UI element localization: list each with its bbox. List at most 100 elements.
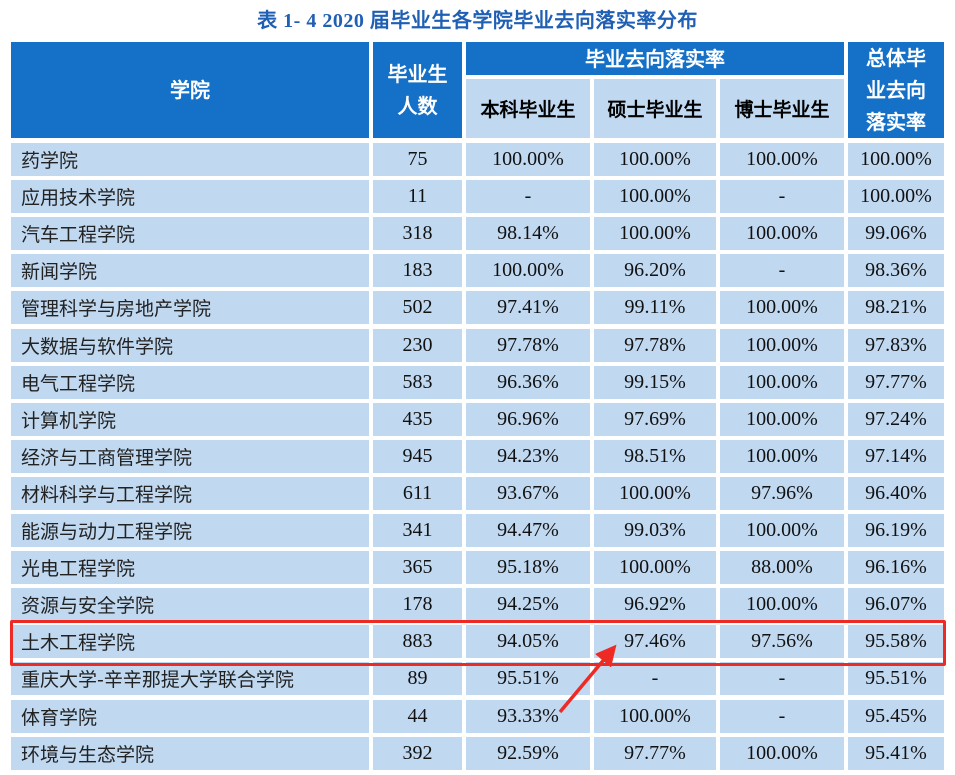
header-overall-line2: 业去向 — [866, 78, 926, 102]
bachelor-rate-cell: 93.67% — [466, 477, 590, 510]
overall-rate-cell: 97.83% — [848, 329, 944, 362]
college-name-cell: 资源与安全学院 — [11, 588, 369, 621]
bachelor-rate: 95.18% — [497, 556, 559, 578]
master-rate: 100.00% — [619, 185, 691, 207]
college-name: 体育学院 — [21, 707, 98, 729]
master-rate-cell: 100.00% — [594, 477, 716, 510]
overall-rate: 97.24% — [865, 408, 927, 430]
bachelor-rate-cell: 94.25% — [466, 588, 590, 621]
header-bachelor: 本科毕业生 — [466, 79, 590, 138]
master-rate-cell: 96.20% — [594, 254, 716, 287]
college-name-cell: 土木工程学院 — [11, 625, 369, 658]
master-rate: 99.11% — [624, 296, 686, 318]
bachelor-rate-cell: 96.36% — [466, 366, 590, 399]
doctor-rate-cell: - — [720, 254, 844, 287]
doctor-rate: 100.00% — [746, 519, 818, 541]
overall-rate-cell: 99.06% — [848, 217, 944, 250]
overall-rate: 96.07% — [865, 593, 927, 615]
bachelor-rate: 96.36% — [497, 371, 559, 393]
master-rate: 98.51% — [624, 445, 686, 467]
graduate-count: 75 — [407, 148, 428, 170]
graduate-count-cell: 230 — [373, 329, 462, 362]
overall-rate: 100.00% — [860, 185, 932, 207]
bachelor-rate: 93.67% — [497, 482, 559, 504]
master-rate-cell: 100.00% — [594, 217, 716, 250]
master-rate-cell: 99.11% — [594, 291, 716, 324]
header-college: 学院 — [11, 42, 369, 138]
doctor-rate-cell: 100.00% — [720, 217, 844, 250]
doctor-rate-cell: - — [720, 700, 844, 733]
header-graduates-line2: 人数 — [397, 94, 438, 118]
master-rate-cell: 100.00% — [594, 180, 716, 213]
header-graduates: 毕业生 人数 — [373, 42, 462, 138]
bachelor-rate: 94.23% — [497, 445, 559, 467]
college-name: 能源与动力工程学院 — [21, 521, 193, 543]
row-highlight-box — [10, 620, 946, 666]
overall-rate: 97.14% — [865, 445, 927, 467]
header-overall-line3: 落实率 — [866, 110, 926, 134]
graduate-count: 341 — [402, 519, 433, 541]
header-college-label: 学院 — [170, 78, 210, 102]
overall-rate: 95.45% — [865, 705, 927, 727]
doctor-rate: 100.00% — [746, 593, 818, 615]
master-rate-cell: 97.78% — [594, 329, 716, 362]
graduate-count: 611 — [402, 482, 433, 504]
master-rate: 100.00% — [619, 556, 691, 578]
graduate-count-cell: 341 — [373, 514, 462, 547]
master-rate-cell: 98.51% — [594, 440, 716, 473]
graduate-count-cell: 502 — [373, 291, 462, 324]
doctor-rate: 88.00% — [751, 556, 813, 578]
bachelor-rate-cell: 95.51% — [466, 662, 590, 695]
overall-rate-cell: 95.41% — [848, 737, 944, 770]
graduate-count-cell: 11 — [373, 180, 462, 213]
master-rate: 100.00% — [619, 705, 691, 727]
overall-rate-cell: 97.14% — [848, 440, 944, 473]
college-name: 材料科学与工程学院 — [21, 484, 193, 506]
graduate-count: 183 — [402, 259, 433, 281]
overall-rate: 98.21% — [865, 296, 927, 318]
master-rate: 100.00% — [619, 222, 691, 244]
graduate-count: 230 — [402, 334, 433, 356]
bachelor-rate-cell: 94.23% — [466, 440, 590, 473]
college-name: 经济与工商管理学院 — [21, 447, 193, 469]
college-name-cell: 应用技术学院 — [11, 180, 369, 213]
bachelor-rate: 95.51% — [497, 667, 559, 689]
master-rate: 100.00% — [619, 148, 691, 170]
bachelor-rate: 97.78% — [497, 334, 559, 356]
bachelor-rate-cell: 96.96% — [466, 403, 590, 436]
doctor-rate-cell: 100.00% — [720, 440, 844, 473]
bachelor-rate: 100.00% — [492, 259, 564, 281]
graduate-count: 392 — [402, 742, 433, 764]
bachelor-rate: 97.41% — [497, 296, 559, 318]
master-rate-cell: 100.00% — [594, 143, 716, 176]
college-name-cell: 汽车工程学院 — [11, 217, 369, 250]
doctor-rate-cell: - — [720, 662, 844, 695]
bachelor-rate-cell: 94.47% — [466, 514, 590, 547]
doctor-rate-cell: 100.00% — [720, 143, 844, 176]
college-name: 计算机学院 — [21, 410, 117, 432]
bachelor-rate-cell: 97.78% — [466, 329, 590, 362]
overall-rate: 95.58% — [865, 630, 927, 652]
college-name: 汽车工程学院 — [21, 224, 136, 246]
doctor-rate-cell: 97.56% — [720, 625, 844, 658]
overall-rate: 97.83% — [865, 334, 927, 356]
master-rate: - — [651, 667, 659, 689]
graduate-count: 945 — [402, 445, 433, 467]
overall-rate-cell: 96.16% — [848, 551, 944, 584]
bachelor-rate-cell: - — [466, 180, 590, 213]
master-rate: 97.46% — [624, 630, 686, 652]
bachelor-rate: 94.25% — [497, 593, 559, 615]
doctor-rate-cell: 100.00% — [720, 403, 844, 436]
graduate-count-cell: 89 — [373, 662, 462, 695]
doctor-rate-cell: 88.00% — [720, 551, 844, 584]
doctor-rate-cell: 100.00% — [720, 737, 844, 770]
header-doctor: 博士毕业生 — [720, 79, 844, 138]
graduate-count: 502 — [402, 296, 433, 318]
college-name: 土木工程学院 — [21, 632, 136, 654]
doctor-rate-cell: 100.00% — [720, 366, 844, 399]
doctor-rate: 100.00% — [746, 148, 818, 170]
header-doctor-label: 博士毕业生 — [734, 99, 830, 121]
doctor-rate-cell: 100.00% — [720, 329, 844, 362]
master-rate-cell: 96.92% — [594, 588, 716, 621]
